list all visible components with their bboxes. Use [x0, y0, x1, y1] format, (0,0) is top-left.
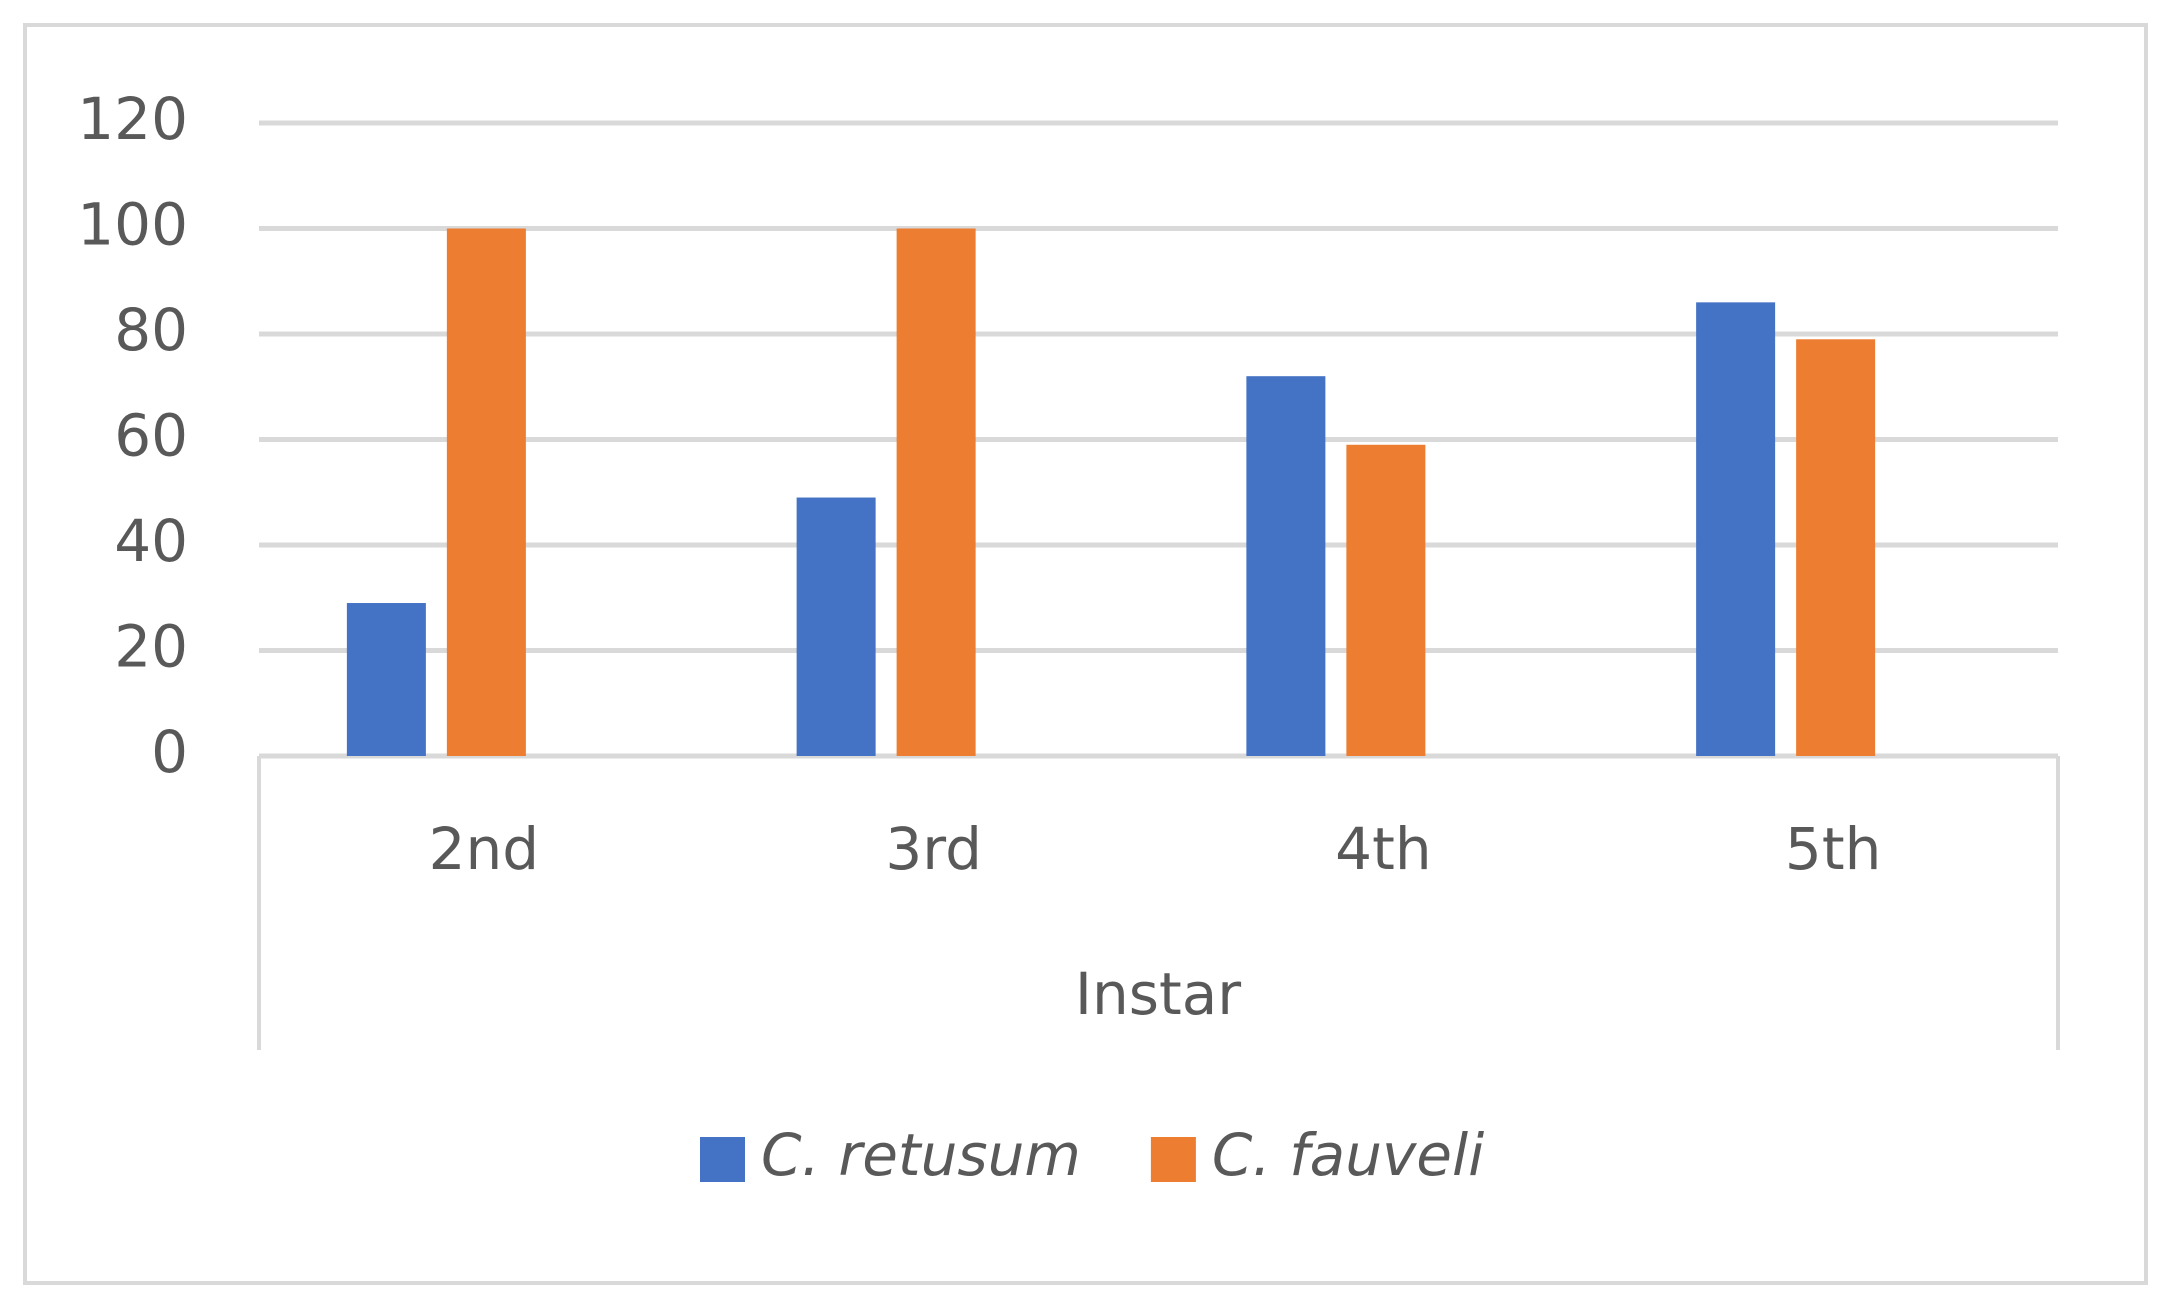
legend-label: C. retusum	[761, 1121, 1081, 1189]
x-tick-label: 4th	[1335, 815, 1431, 883]
bar	[1346, 444, 1426, 756]
bar	[1796, 339, 1876, 756]
bar	[1246, 376, 1326, 756]
bar	[796, 497, 876, 756]
y-tick-label: 40	[114, 507, 188, 575]
bar	[1696, 302, 1776, 756]
legend-label: C. fauveli	[1212, 1121, 1484, 1189]
bar	[346, 603, 426, 756]
y-tick-label: 0	[151, 718, 188, 786]
y-tick-label: 80	[114, 296, 188, 364]
bar	[446, 228, 526, 756]
bar	[896, 228, 976, 756]
x-tick-label: 5th	[1785, 815, 1881, 883]
y-tick-label: 20	[114, 613, 188, 681]
x-axis-title: Instar	[1075, 960, 1241, 1028]
x-tick-label: 2nd	[429, 815, 539, 883]
y-tick-label: 100	[77, 191, 188, 259]
x-tick-label: 3rd	[885, 815, 982, 883]
legend-marker	[700, 1137, 745, 1182]
y-tick-label: 60	[114, 402, 188, 470]
y-tick-label: 120	[77, 85, 188, 153]
legend-marker	[1150, 1137, 1196, 1182]
